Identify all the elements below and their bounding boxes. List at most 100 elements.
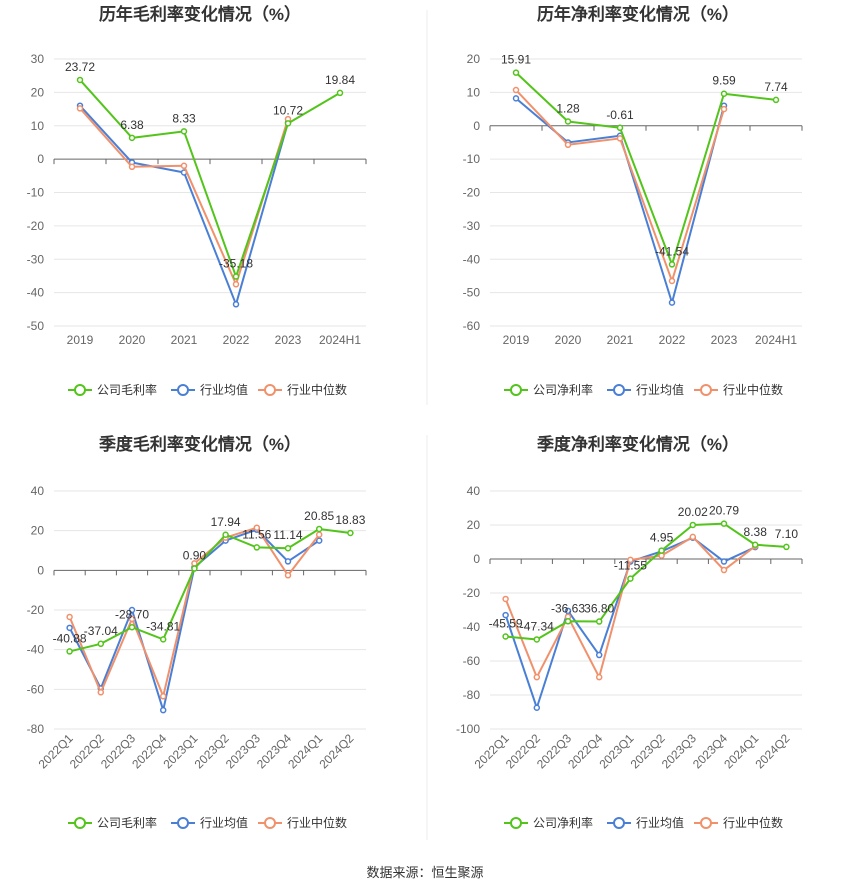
legend-item[interactable]: 公司毛利率 (68, 382, 157, 397)
y-tick-label: 20 (467, 52, 481, 66)
data-point (668, 261, 676, 268)
data-label: -37.04 (84, 624, 118, 638)
y-tick-label: 20 (467, 518, 481, 532)
legend-label: 行业均值 (636, 815, 684, 830)
data-point (97, 689, 105, 696)
data-point (658, 552, 665, 559)
legend-item[interactable]: 公司毛利率 (68, 815, 157, 830)
y-tick-label: 20 (31, 524, 45, 538)
data-point (315, 531, 323, 538)
data-point (76, 76, 84, 84)
data-point (512, 86, 520, 94)
legend-item[interactable]: 行业均值 (607, 382, 684, 397)
legend-item[interactable]: 行业均值 (171, 815, 248, 830)
data-label: -41.54 (655, 244, 689, 258)
y-tick-label: -80 (463, 688, 481, 702)
legend-item[interactable]: 行业均值 (171, 382, 248, 397)
y-tick-label: -20 (463, 586, 481, 600)
data-point (336, 89, 344, 97)
chart-panel-4: 季度净利率变化情况（%）-100-80-60-40-20020402022Q12… (456, 434, 803, 830)
data-point (159, 706, 167, 714)
data-label: 23.72 (65, 60, 95, 74)
data-label: 20.79 (709, 504, 739, 518)
x-tick-label: 2024Q2 (316, 731, 356, 771)
data-point (66, 613, 73, 621)
legend-label: 公司毛利率 (97, 815, 157, 830)
y-tick-label: -80 (27, 722, 45, 736)
legend-item[interactable]: 行业中位数 (694, 815, 783, 830)
data-point (128, 624, 136, 631)
y-tick-label: -40 (463, 252, 481, 266)
legend-label: 行业中位数 (723, 815, 783, 830)
data-point (595, 673, 603, 681)
data-label: 0.90 (183, 549, 207, 563)
x-tick-label: 2022 (659, 333, 686, 347)
y-tick-label: 10 (31, 119, 45, 133)
data-point (232, 273, 240, 280)
data-label: -0.61 (606, 108, 634, 122)
data-label: -47.34 (520, 619, 554, 633)
data-point (284, 572, 292, 579)
data-label: -40.88 (53, 631, 87, 645)
data-point (502, 633, 509, 640)
data-point (315, 537, 323, 544)
legend-marker-icon (264, 817, 276, 829)
legend-item[interactable]: 公司净利率 (504, 382, 593, 397)
data-point (128, 606, 136, 614)
y-tick-label: -20 (27, 219, 45, 233)
y-tick-label: -20 (463, 186, 481, 200)
data-point (668, 299, 676, 306)
data-point (128, 615, 136, 623)
data-point (720, 90, 728, 97)
y-tick-label: -40 (27, 286, 45, 300)
legend-marker-icon (700, 384, 712, 396)
data-point (564, 141, 572, 149)
data-point (180, 162, 188, 170)
legend-marker-icon (74, 384, 86, 396)
data-point (616, 135, 624, 142)
data-point (97, 640, 105, 648)
x-tick-label: 2024Q2 (752, 731, 792, 771)
data-label: 7.74 (764, 80, 788, 94)
legend-item[interactable]: 行业均值 (607, 815, 684, 830)
x-tick-label: 2022 (223, 333, 250, 347)
y-tick-label: 10 (467, 85, 481, 99)
data-point (720, 520, 728, 527)
chart-title: 历年净利率变化情况（%） (537, 4, 739, 24)
data-point (720, 105, 728, 113)
legend-item[interactable]: 公司净利率 (504, 815, 593, 830)
data-point (284, 544, 292, 552)
data-point (315, 525, 323, 533)
data-point (668, 277, 676, 285)
data-label: 19.84 (325, 73, 355, 87)
x-tick-label: 2023 (711, 333, 738, 347)
data-label: 11.56 (242, 527, 271, 541)
y-tick-label: 0 (473, 552, 480, 566)
data-point (627, 575, 634, 582)
y-tick-label: -20 (27, 603, 45, 617)
data-point (222, 531, 229, 539)
data-point (564, 618, 572, 625)
data-point (128, 163, 136, 171)
data-label: 36.80 (584, 602, 614, 616)
legend-item[interactable]: 行业中位数 (694, 382, 783, 397)
data-label: -35.18 (219, 257, 253, 271)
legend-item[interactable]: 行业中位数 (258, 382, 347, 397)
legend-marker-icon (264, 384, 276, 396)
legend-marker-icon (613, 384, 625, 396)
chart-title: 历年毛利率变化情况（%） (99, 4, 301, 24)
data-label: -34.81 (146, 619, 180, 633)
data-point (159, 636, 167, 643)
data-point (128, 134, 136, 142)
data-point (533, 673, 541, 681)
data-point (658, 547, 665, 554)
x-tick-label: 2021 (607, 333, 634, 347)
data-point (564, 607, 572, 615)
legend-label: 行业均值 (200, 382, 248, 397)
legend-marker-icon (613, 817, 625, 829)
x-tick-label: 2023 (275, 333, 302, 347)
data-label: -45.59 (489, 617, 523, 631)
series-line (79, 105, 289, 306)
data-point (180, 128, 188, 135)
legend-item[interactable]: 行业中位数 (258, 815, 347, 830)
